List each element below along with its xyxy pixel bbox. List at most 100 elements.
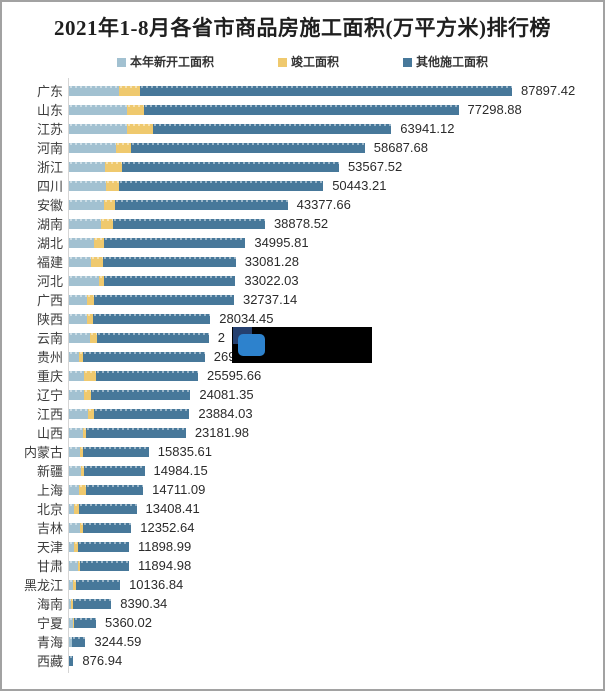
segment-other <box>113 218 265 229</box>
segment-other <box>119 180 324 191</box>
bar-row: 贵州 269 <box>2 347 603 366</box>
bar-row: 河北 33022.03 <box>2 271 603 290</box>
segment-other <box>143 104 459 115</box>
stacked-bar: 11894.98 <box>69 558 191 573</box>
category-label: 黑龙江 <box>23 578 63 593</box>
stacked-bar: 8390.34 <box>69 596 167 611</box>
category-label: 北京 <box>36 502 63 517</box>
segment-completed <box>79 351 83 362</box>
value-label: 24081.35 <box>199 387 254 402</box>
stacked-bar: 15835.61 <box>69 444 213 459</box>
category-label: 河北 <box>36 274 63 289</box>
value-label: 11898.99 <box>137 539 192 554</box>
segment-other <box>93 313 211 324</box>
segment-other <box>85 484 144 495</box>
value-label: 15835.61 <box>157 444 213 459</box>
segment-new-construction <box>69 446 80 457</box>
segment-new-construction <box>69 180 106 191</box>
segment-other <box>96 370 198 381</box>
value-label: 53567.52 <box>347 159 403 174</box>
bar-row: 宁夏 5360.02 <box>2 613 603 632</box>
segment-completed <box>126 123 153 134</box>
segment-other <box>74 617 96 628</box>
chart-title: 2021年1-8月各省市商品房施工面积(万平方米)排行榜 <box>54 16 551 40</box>
value-label: 77298.88 <box>467 102 522 117</box>
bar-row: 甘肃 11894.98 <box>2 556 603 575</box>
segment-new-construction <box>69 408 88 419</box>
segment-completed <box>72 579 76 590</box>
value-label: 87897.42 <box>520 83 576 98</box>
value-label: 23181.98 <box>194 425 250 440</box>
segment-new-construction <box>69 484 79 495</box>
segment-other <box>85 427 186 438</box>
value-label: 38878.52 <box>273 216 329 231</box>
segment-completed <box>91 256 103 267</box>
bar-row: 广东 87897.42 <box>2 81 603 100</box>
legend-item-1: 竣工面积 <box>277 55 339 69</box>
value-label: 28034.45 <box>219 311 274 326</box>
stacked-bar: 28034.45 <box>69 311 274 326</box>
plot-area: 广东 87897.42 山东 77298.88 江苏 63941.12 河南 58687.68… <box>2 78 603 673</box>
category-label: 内蒙古 <box>23 445 63 460</box>
segment-other <box>115 199 288 210</box>
stacked-bar: 38878.52 <box>69 216 329 231</box>
segment-other <box>102 256 236 267</box>
category-label: 宁夏 <box>36 616 63 631</box>
value-label: 25595.66 <box>206 368 262 383</box>
segment-new-construction <box>69 161 106 172</box>
segment-new-construction <box>69 560 78 571</box>
bar-row: 青海 3244.59 <box>2 632 603 651</box>
category-label: 甘肃 <box>36 559 63 574</box>
stacked-bar: 50443.21 <box>69 178 386 193</box>
segment-completed <box>77 560 81 571</box>
stacked-bar: 12352.64 <box>69 520 195 535</box>
bar-row: 重庆 25595.66 <box>2 366 603 385</box>
segment-other <box>93 408 190 419</box>
stacked-bar: 14984.15 <box>69 463 208 478</box>
segment-completed <box>82 427 86 438</box>
category-label: 江西 <box>36 407 63 422</box>
value-label: 58687.68 <box>373 140 428 155</box>
stacked-bar: 3244.59 <box>69 634 141 649</box>
stacked-bar: 33081.28 <box>69 254 299 269</box>
segment-other <box>78 503 137 514</box>
segment-other <box>121 161 339 172</box>
bar-row: 山西 23181.98 <box>2 423 603 442</box>
bar-rows: 广东 87897.42 山东 77298.88 江苏 63941.12 河南 58687.68… <box>2 81 603 670</box>
segment-other <box>75 579 121 590</box>
segment-new-construction <box>69 123 127 134</box>
segment-completed <box>86 313 94 324</box>
segment-other <box>73 598 112 609</box>
legend-label: 本年新开工面积 <box>129 55 214 69</box>
category-label: 广西 <box>36 293 63 308</box>
bar-row: 浙江 53567.52 <box>2 157 603 176</box>
stacked-bar: 24081.35 <box>69 387 254 402</box>
stacked-bar: 77298.88 <box>69 102 522 117</box>
bar-row: 山东 77298.88 <box>2 100 603 119</box>
stacked-bar: 43377.66 <box>69 197 351 212</box>
category-label: 山东 <box>36 103 63 118</box>
value-label: 14984.15 <box>153 463 208 478</box>
segment-new-construction <box>69 427 83 438</box>
category-label: 天津 <box>36 540 63 555</box>
segment-other <box>72 636 86 647</box>
segment-completed <box>86 294 95 305</box>
segment-new-construction <box>69 579 73 590</box>
category-label: 安徽 <box>36 198 63 213</box>
stacked-bar: 58687.68 <box>69 140 428 155</box>
value-label: 12352.64 <box>140 520 195 535</box>
category-label: 贵州 <box>36 350 63 365</box>
bar-row: 云南 2 <box>2 328 603 347</box>
segment-new-construction <box>69 275 99 286</box>
stacked-bar: 32737.14 <box>69 292 297 307</box>
value-label: 2 <box>217 330 226 345</box>
stacked-bar: 23181.98 <box>69 425 250 440</box>
segment-new-construction <box>69 522 80 533</box>
stacked-bar: 87897.42 <box>69 83 576 98</box>
segment-other <box>83 522 132 533</box>
segment-other <box>69 655 74 666</box>
stacked-bar: 5360.02 <box>69 615 152 630</box>
bar-row: 安徽 43377.66 <box>2 195 603 214</box>
bar-row: 黑龙江 10136.84 <box>2 575 603 594</box>
